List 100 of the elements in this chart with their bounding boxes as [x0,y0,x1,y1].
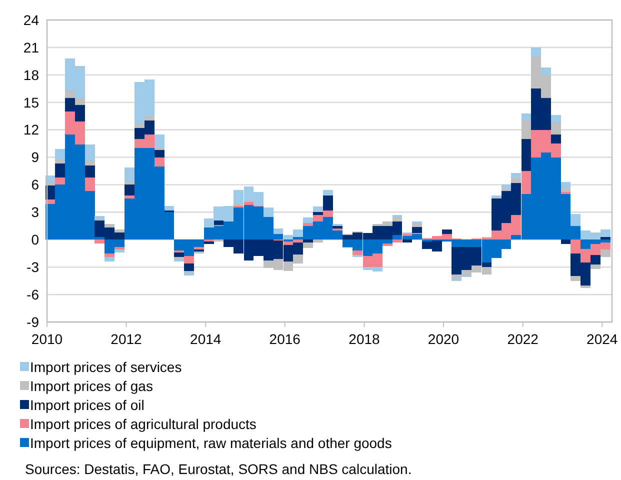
y-tick-label: 21 [23,39,40,56]
bar [184,256,194,264]
x-tick-label: 2010 [31,331,63,347]
bar [561,182,571,188]
bar [530,47,541,57]
bar [402,240,412,242]
y-tick-label: 12 [23,122,40,138]
bar [85,177,95,192]
bar [312,206,323,212]
bar [323,190,333,195]
bar [124,181,135,185]
bar [85,166,95,178]
bar [382,243,392,246]
bar [46,186,56,200]
bar [273,228,284,234]
bar [134,123,144,128]
x-tick-label: 2012 [110,331,142,347]
x-tick-label: 2022 [507,331,539,347]
bar [46,176,56,183]
bar [511,177,522,183]
bar [94,216,105,219]
y-tick-label: 0 [31,232,40,248]
bar [521,120,532,139]
bar [154,150,164,158]
bar [600,236,610,240]
y-tick-label: 3 [31,204,40,220]
bar [332,226,343,229]
bar [561,240,571,244]
bar [600,250,610,258]
bar [114,230,125,232]
x-tick-label: 2014 [190,331,222,347]
bar [570,214,581,226]
bar [55,160,66,164]
y-tick-label: 9 [31,149,40,166]
bar [85,144,95,161]
bar [352,250,363,256]
bar [412,226,422,234]
bar [55,149,66,160]
y-tick-label: -6 [26,286,40,302]
bar [570,276,581,281]
bar [550,122,561,134]
bar [323,196,333,210]
bar [124,196,135,198]
x-tick-label: 2018 [348,331,380,347]
bar [214,220,224,225]
legend-label: Import prices of equipment, raw materials and other goods [30,434,392,451]
bar [303,240,313,242]
y-tick-label: 6 [31,176,40,193]
legend-label: Import prices of oil [30,396,144,413]
bar [174,257,184,260]
y-tick-label: -3 [26,258,40,275]
bar [412,223,422,227]
bar [263,208,274,217]
bar [75,98,85,106]
bar [303,218,313,224]
bar [540,68,551,75]
bar [104,253,115,258]
bar [154,157,164,166]
bar [194,246,204,250]
bar [104,224,115,228]
bar [511,172,522,178]
bar [124,184,135,196]
y-tick-label: 18 [23,66,40,83]
bar [114,250,125,252]
bar [550,134,561,144]
bar [154,134,164,148]
y-tick-label: 24 [23,12,40,28]
bar [204,241,214,244]
bar [392,240,402,242]
bar [65,90,76,98]
bar [144,116,154,121]
bar [521,138,532,171]
y-tick-label: 15 [23,94,40,110]
bar [124,167,135,182]
legend-label: Import prices of agricultural products [30,416,256,432]
bar [580,285,591,288]
bar [244,202,254,205]
bar [561,187,571,192]
bar [184,263,194,271]
bar [174,252,184,258]
bar [312,212,323,215]
bar [590,264,600,269]
bar [184,272,194,276]
bar [114,246,125,250]
bar [104,257,115,262]
bar [521,113,532,121]
bar [442,230,452,234]
source-note: Sources: Destatis, FAO, Eurostat, SORS and NBS calculation. [25,461,412,477]
bar [392,216,402,222]
bar [521,171,532,194]
y-tick-label: -9 [26,314,40,330]
bar [55,177,66,185]
bar [550,115,561,122]
legend-label: Import prices of gas [30,378,153,394]
bar [94,240,105,244]
bar [303,242,313,248]
x-tick-label: 2024 [586,331,618,347]
bar [164,206,174,210]
legend-label: Import prices of services [30,358,182,375]
x-tick-label: 2020 [428,331,460,347]
